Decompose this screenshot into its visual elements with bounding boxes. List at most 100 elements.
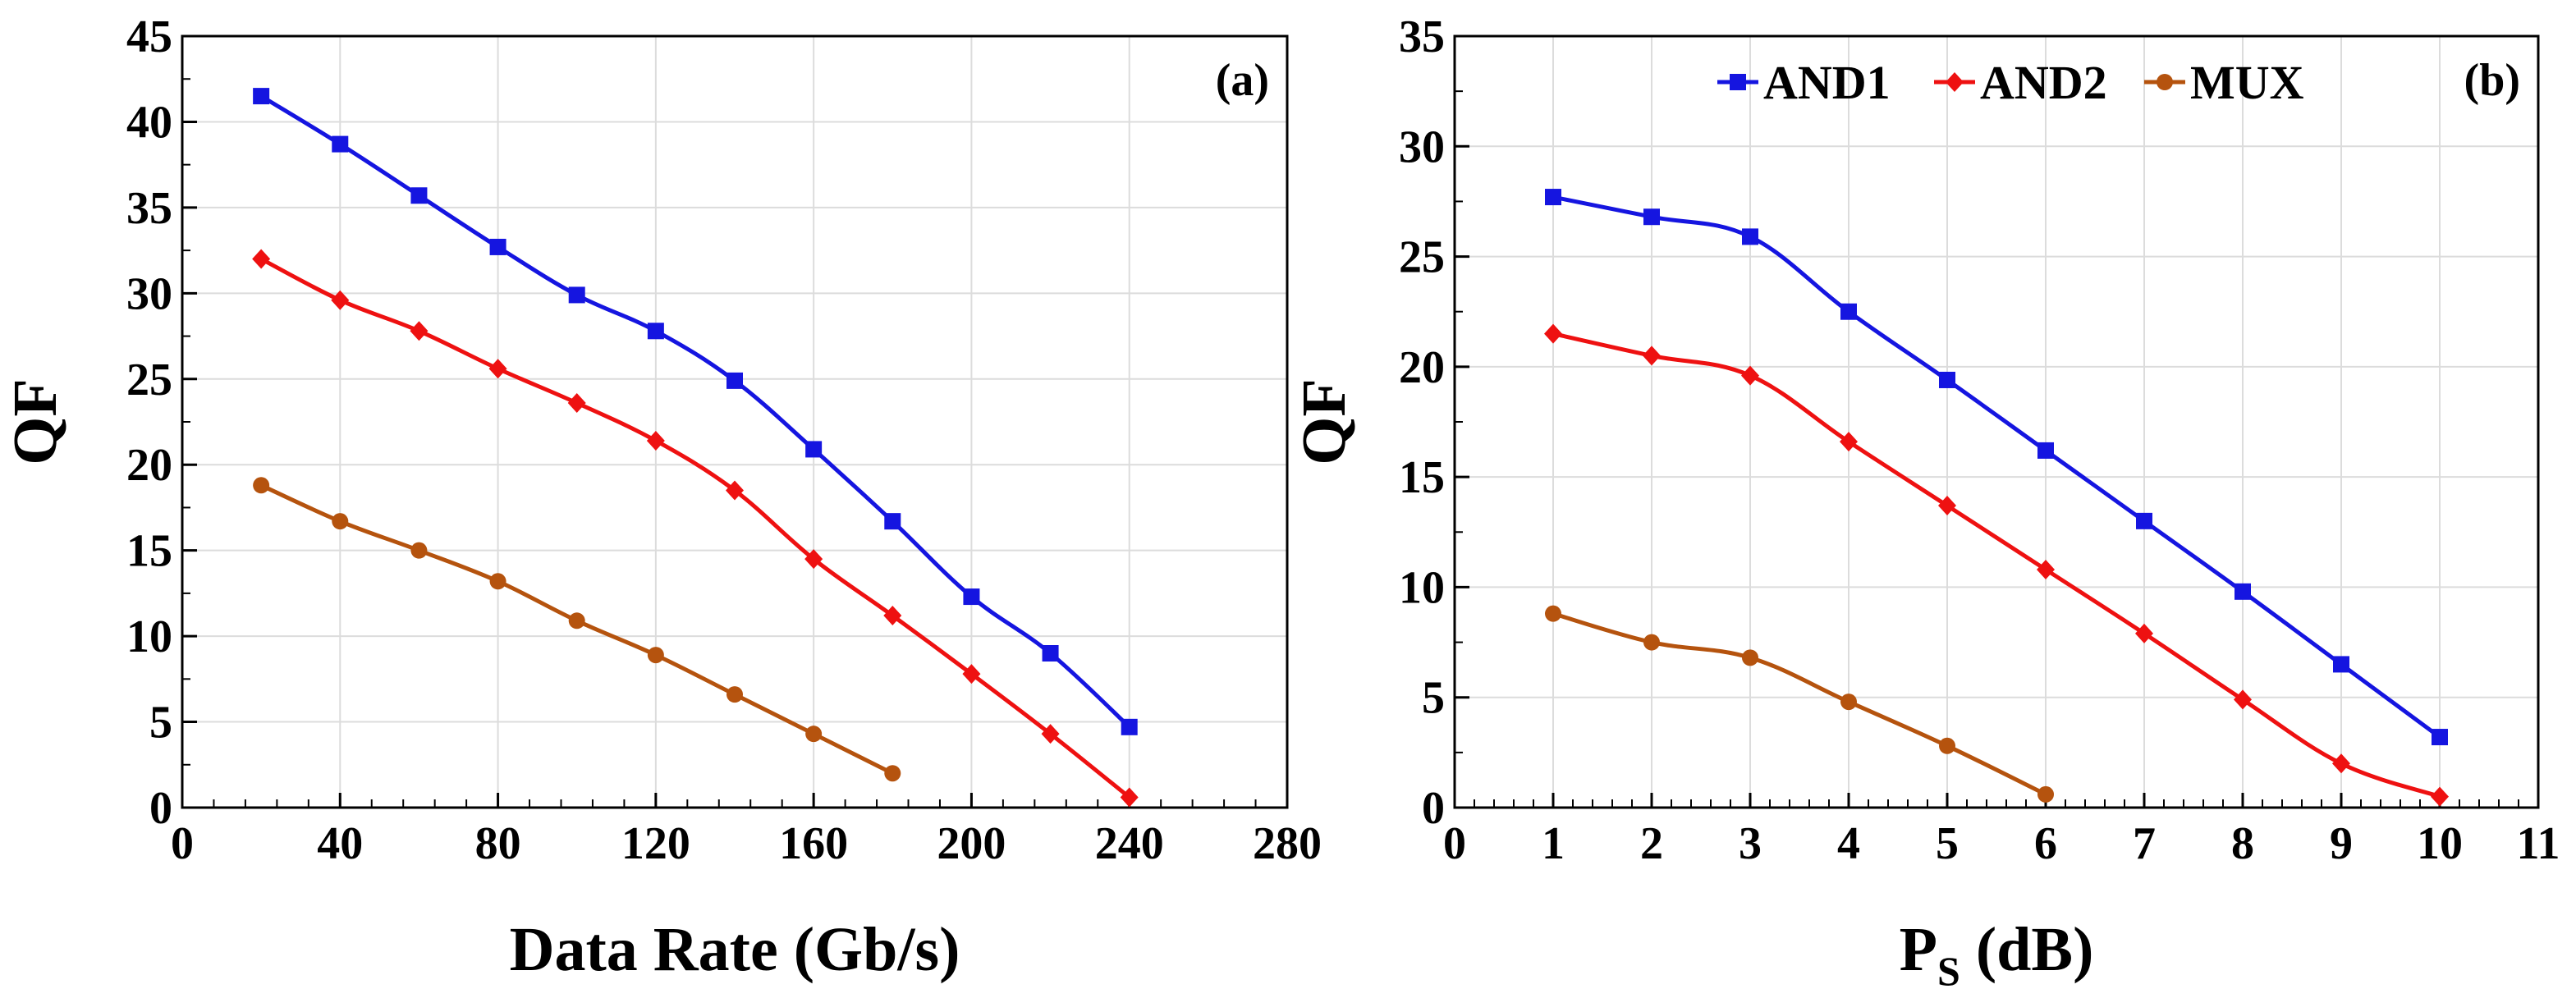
data-point-and2	[2332, 753, 2350, 774]
y-tick-label: 20	[126, 440, 172, 491]
y-tick-label: 5	[1422, 673, 1445, 724]
x-axis-label: Data Rate (Gb/s)	[510, 915, 960, 984]
y-tick-label: 30	[126, 268, 172, 319]
data-point-and2	[1741, 365, 1759, 386]
data-point-and1	[253, 88, 270, 105]
data-point-and2	[962, 664, 981, 684]
data-point-and2	[252, 249, 271, 269]
y-tick-label: 5	[149, 698, 172, 748]
plot-frame	[1453, 34, 2540, 809]
series-line-and1	[259, 94, 1131, 729]
data-point-and2	[410, 321, 429, 341]
data-point-and1	[2333, 656, 2349, 673]
data-point-mux	[647, 647, 664, 664]
data-point-and1	[1742, 228, 1758, 245]
data-point-mux	[884, 765, 901, 782]
data-point-and1	[1042, 645, 1059, 662]
x-tick-label: 200	[937, 818, 1006, 869]
chart-panel-a: 0 40 80 120 160 200 240 280 0 5 10 15 20 25 30 35 40 45 (a…	[1, 11, 1322, 984]
y-tick-label: 25	[1399, 232, 1445, 283]
data-point-and2	[804, 549, 823, 570]
data-point-mux	[332, 513, 349, 530]
series-line-mux	[1552, 611, 2047, 797]
x-tick-label: 11	[2517, 818, 2560, 869]
data-point-and1	[1840, 303, 1857, 320]
x-tick-label: 80	[475, 818, 521, 869]
x-axis-label-main: P	[1900, 915, 1937, 984]
legend: AND1 AND2 MUX	[1717, 56, 2304, 109]
x-tick-label: 240	[1095, 818, 1164, 869]
y-axis-label: QF	[1, 378, 70, 465]
data-point-and1	[2235, 583, 2251, 600]
y-tick-label: 35	[1399, 11, 1445, 62]
y-tick-label: 0	[149, 783, 172, 834]
series-line-and1	[1552, 195, 2441, 739]
x-tick-label: 3	[1739, 818, 1762, 869]
data-point-and1	[884, 513, 901, 530]
data-point-and1	[647, 323, 664, 340]
legend-label-mux: MUX	[2190, 56, 2304, 109]
data-point-mux	[1742, 649, 1758, 666]
x-tick-label: 0	[171, 818, 194, 869]
x-tick-label: 280	[1253, 818, 1322, 869]
x-tick-label: 0	[1443, 818, 1466, 869]
x-tick-label: 6	[2034, 818, 2057, 869]
data-point-mux	[1939, 737, 1955, 754]
chart-panel-b: 0 1 2 3 4 5 6 7 8 9 10 11 0 5 10 15 20 25 30 35 (b) QF PS (dB)…	[1290, 11, 2560, 994]
data-point-and1	[2432, 729, 2448, 746]
data-point-and2	[488, 359, 507, 379]
x-tick-label: 2	[1640, 818, 1663, 869]
y-tick-label: 15	[126, 526, 172, 577]
data-point-and1	[2136, 512, 2152, 529]
data-point-and2	[1120, 787, 1139, 808]
data-point-and2	[1544, 323, 1562, 344]
legend-label-and2: AND2	[1980, 56, 2107, 109]
data-point-mux	[489, 573, 506, 590]
panel-label: (a)	[1216, 55, 1269, 106]
x-tick-label: 160	[779, 818, 848, 869]
data-point-and1	[568, 286, 585, 304]
data-point-and2	[2431, 786, 2449, 807]
legend-label-and1: AND1	[1763, 56, 1891, 109]
y-tick-label: 30	[1399, 121, 1445, 172]
x-axis-label-subscript: S	[1937, 948, 1960, 994]
x-tick-label: 5	[1936, 818, 1959, 869]
data-point-and1	[332, 135, 349, 153]
x-tick-label: 8	[2231, 818, 2254, 869]
data-point-mux	[805, 726, 823, 743]
data-point-mux	[2037, 785, 2054, 803]
data-point-and2	[331, 290, 350, 310]
y-tick-label: 20	[1399, 342, 1445, 393]
x-axis-label: PS (dB)	[1900, 915, 2094, 994]
y-tick-label: 15	[1399, 452, 1445, 503]
x-tick-label: 40	[317, 818, 363, 869]
panel-label: (b)	[2464, 55, 2520, 106]
data-point-and1	[489, 238, 506, 255]
x-tick-label: 10	[2417, 818, 2463, 869]
y-tick-label: 35	[126, 183, 172, 234]
data-point-and1	[1545, 189, 1561, 206]
data-point-mux	[410, 542, 428, 559]
data-point-and1	[2037, 442, 2054, 459]
data-point-and1	[1939, 371, 1955, 388]
data-point-and1	[1643, 208, 1660, 226]
data-point-and1	[727, 372, 743, 389]
y-tick-label: 45	[126, 11, 172, 62]
data-point-and2	[726, 480, 744, 501]
x-tick-label: 4	[1837, 818, 1860, 869]
data-point-and2	[1643, 346, 1661, 366]
x-tick-label: 7	[2133, 818, 2156, 869]
data-point-mux	[568, 612, 585, 629]
y-tick-label: 10	[1399, 562, 1445, 613]
y-tick-label: 40	[126, 97, 172, 148]
data-point-and2	[567, 393, 586, 414]
data-point-and1	[963, 588, 980, 606]
y-tick-label: 25	[126, 355, 172, 405]
data-point-and2	[1041, 724, 1060, 744]
data-point-and2	[2037, 559, 2055, 579]
series-line-mux	[260, 483, 894, 776]
data-point-mux	[1840, 694, 1857, 711]
x-axis-label-rest: (dB)	[1960, 915, 2094, 984]
data-point-and2	[2135, 623, 2153, 643]
